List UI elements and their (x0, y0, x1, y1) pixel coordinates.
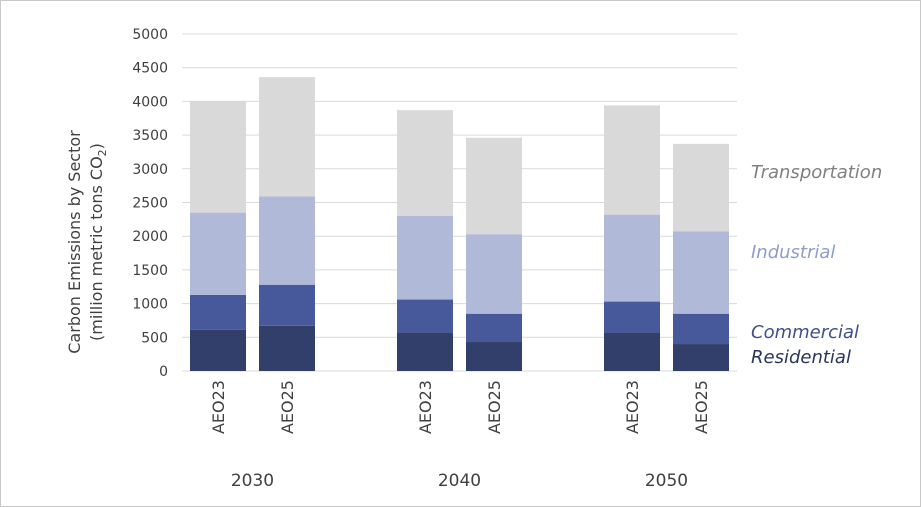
legend-label-residential: Residential (751, 347, 851, 368)
bar-segment-commercial (466, 313, 522, 343)
bar-segment-transportation (673, 143, 729, 232)
bar-segment-transportation (397, 110, 453, 216)
y-tick-label: 5000 (132, 27, 168, 43)
x-category-label: AEO23 (623, 380, 642, 434)
bar-segment-industrial (466, 234, 522, 314)
bar-segment-commercial (190, 294, 246, 330)
x-group-label: 2030 (231, 471, 274, 491)
y-tick-label: 2000 (132, 229, 168, 245)
bar-segment-transportation (466, 137, 522, 235)
bar-segment-commercial (259, 284, 315, 326)
x-category-label: AEO23 (416, 380, 435, 434)
bar-segment-residential (604, 332, 660, 371)
y-tick-label: 4500 (132, 61, 168, 77)
y-tick-labels: 0 500 1000 1500 2000 2500 3000 3500 4000 4500 5000 (132, 27, 168, 380)
x-group-label: 2050 (645, 471, 688, 491)
y-axis-label-suffix: ) (87, 143, 106, 149)
x-category-label: AEO25 (278, 380, 297, 434)
y-tick-label: 1500 (132, 263, 168, 279)
y-axis-label-prefix: (million metric tons CO (87, 156, 106, 341)
bar-segment-industrial (259, 196, 315, 285)
bar-segment-transportation (604, 105, 660, 215)
bar-segment-residential (259, 325, 315, 371)
bar-segment-industrial (604, 214, 660, 302)
y-tick-label: 3000 (132, 162, 168, 178)
x-category-label: AEO25 (485, 380, 504, 434)
bar-segment-commercial (397, 299, 453, 333)
bar-segment-industrial (190, 212, 246, 295)
bar-segment-transportation (190, 101, 246, 213)
x-category-labels: AEO23 AEO25 AEO23 AEO25 AEO23 AEO25 (209, 380, 711, 434)
y-tick-label: 4000 (132, 94, 168, 110)
y-axis-label-subscript: 2 (96, 149, 109, 156)
bar-segment-residential (466, 342, 522, 371)
bar-segment-commercial (673, 313, 729, 345)
y-tick-label: 0 (159, 364, 168, 380)
y-tick-label: 3500 (132, 128, 168, 144)
x-group-labels: 2030 2040 2050 (231, 471, 688, 491)
legend-label-industrial: Industrial (751, 242, 835, 263)
y-tick-label: 1000 (132, 297, 168, 313)
y-axis-label-line1: Carbon Emissions by Sector (65, 130, 84, 354)
x-group-label: 2040 (438, 471, 481, 491)
y-tick-label: 500 (141, 330, 168, 346)
x-category-label: AEO25 (692, 380, 711, 434)
y-axis-label-line2: (million metric tons CO2) (87, 143, 109, 341)
x-category-label: AEO23 (209, 380, 228, 434)
y-tick-label: 2500 (132, 196, 168, 212)
bar-segment-industrial (673, 231, 729, 314)
bar-segment-transportation (259, 77, 315, 197)
bar-segment-residential (673, 344, 729, 371)
bars (190, 77, 729, 371)
legend-label-transportation: Transportation (751, 162, 882, 183)
bar-segment-residential (190, 329, 246, 371)
bar-segment-industrial (397, 215, 453, 300)
legend-label-commercial: Commercial (751, 322, 859, 343)
legend: Residential Commercial Industrial Transport… (751, 162, 882, 368)
bar-segment-commercial (604, 301, 660, 333)
bar-segment-residential (397, 332, 453, 371)
